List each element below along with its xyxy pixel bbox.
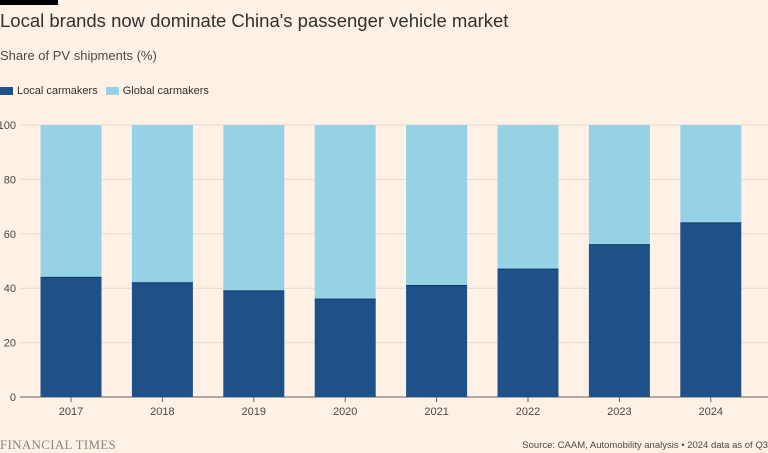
bar-global-2019 — [223, 125, 285, 291]
x-tick-label-2021: 2021 — [424, 406, 448, 418]
y-tick-label-80: 80 — [4, 174, 16, 186]
legend-swatch-local — [0, 87, 13, 95]
bar-local-2024 — [680, 222, 742, 397]
legend-label-local: Local carmakers — [17, 85, 98, 97]
bar-global-2022 — [497, 125, 559, 270]
y-tick-label-100: 100 — [0, 120, 16, 132]
legend-item-local: Local carmakers — [0, 85, 98, 97]
y-tick-label-60: 60 — [4, 229, 16, 241]
bar-local-2019 — [223, 290, 285, 397]
bar-local-2018 — [131, 282, 193, 397]
ft-logo-text: FINANCIAL TIMES — [0, 437, 117, 452]
x-tick-label-2017: 2017 — [59, 406, 83, 418]
x-tick-label-2018: 2018 — [150, 406, 174, 418]
y-axis-ticks: 0 20 40 60 80 100 — [0, 120, 16, 404]
legend-swatch-global — [105, 87, 119, 95]
y-tick-label-0: 0 — [10, 392, 16, 404]
bar-global-2024 — [680, 125, 742, 223]
bar-local-2022 — [497, 269, 559, 397]
bar-global-2017 — [40, 125, 102, 278]
chart-title: Local brands now dominate China's passen… — [0, 10, 509, 31]
y-tick-label-40: 40 — [4, 283, 16, 295]
bar-local-2021 — [406, 285, 468, 397]
x-tick-label-2023: 2023 — [607, 406, 631, 418]
stacked-bar-chart: 0 20 40 60 80 100 2017 2018 2019 2020 2021 2022 202… — [0, 120, 768, 418]
bar-global-2023 — [588, 125, 650, 245]
source-note: Source: CAAM, Automobility analysis • 20… — [522, 440, 768, 451]
y-tick-label-20: 20 — [4, 338, 16, 350]
bar-global-2021 — [406, 125, 468, 286]
legend: Local carmakers Global carmakers — [0, 85, 217, 97]
bars — [40, 125, 742, 397]
bar-global-2018 — [131, 125, 193, 283]
brand-bar — [0, 0, 58, 5]
bar-local-2017 — [40, 277, 102, 397]
chart-subtitle: Share of PV shipments (%) — [0, 48, 157, 63]
legend-label-global: Global carmakers — [122, 85, 209, 97]
x-tick-label-2022: 2022 — [516, 406, 540, 418]
x-tick-label-2019: 2019 — [242, 406, 266, 418]
bar-local-2020 — [314, 299, 376, 397]
x-tick-label-2024: 2024 — [699, 406, 723, 418]
bar-local-2023 — [588, 244, 650, 397]
legend-item-global: Global carmakers — [105, 85, 209, 97]
x-tick-label-2020: 2020 — [333, 406, 357, 418]
bar-global-2020 — [314, 125, 376, 300]
x-axis-ticks: 2017 2018 2019 2020 2021 2022 2023 2024 — [59, 397, 723, 418]
